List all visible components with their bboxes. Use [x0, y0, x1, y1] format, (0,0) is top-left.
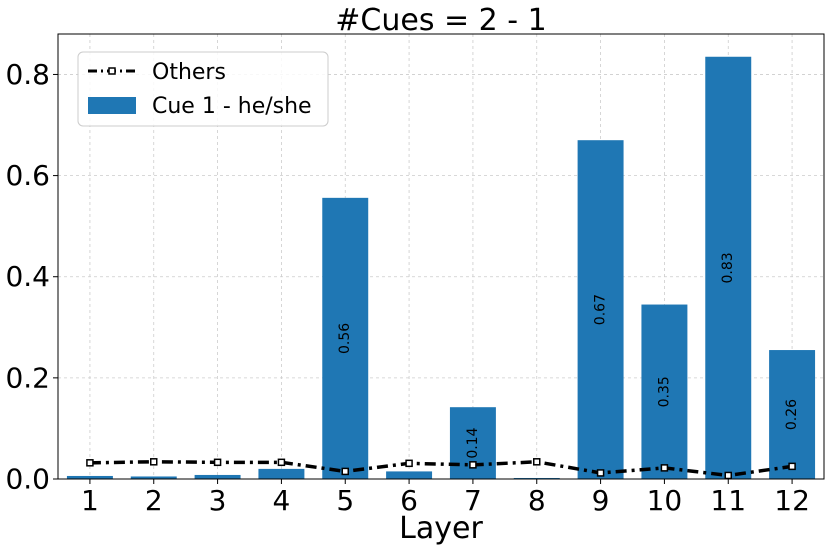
- bar-value-label: 0.35: [656, 376, 672, 407]
- data-labels: 0.56 0.14 0.67 0.35 0.83 0.26: [337, 252, 800, 458]
- others-marker: [405, 459, 413, 468]
- x-tick-label: 8: [528, 484, 546, 517]
- x-axis-label: Layer: [399, 511, 483, 546]
- x-tick-label: 2: [145, 484, 163, 517]
- bar: [769, 350, 816, 479]
- bar: [194, 474, 241, 479]
- y-tick-label: 0.4: [5, 260, 50, 293]
- others-marker: [277, 458, 286, 467]
- x-tick-label: 9: [592, 484, 610, 517]
- others-marker: [213, 458, 222, 467]
- others-marker: [341, 467, 349, 476]
- bar-value-label: 0.67: [593, 294, 609, 325]
- bars: [66, 56, 816, 480]
- bar: [66, 475, 113, 479]
- x-tick-label: 11: [710, 484, 746, 517]
- legend-box: [77, 51, 329, 127]
- others-line: [86, 458, 796, 480]
- bar: [322, 197, 369, 479]
- legend-cue-swatch: [88, 97, 136, 114]
- y-tick-label: 0.2: [5, 361, 50, 394]
- x-tick-label: 10: [647, 484, 683, 517]
- legend-others-label: Others: [152, 60, 226, 85]
- legend-cue-label: Cue 1 - he/she: [152, 94, 312, 119]
- bar-value-label: 0.14: [465, 427, 481, 458]
- x-tick-label: 1: [81, 484, 99, 517]
- x-tick-label: 7: [464, 484, 482, 517]
- others-marker: [660, 464, 669, 472]
- others-marker: [788, 462, 796, 471]
- y-tick-label: 0.8: [5, 58, 50, 91]
- others-marker: [86, 459, 94, 467]
- x-ticks: 1 2 3 4 5 6 7 8 9 10 11 12: [81, 479, 810, 517]
- x-tick-label: 3: [209, 484, 227, 517]
- bar: [258, 468, 305, 479]
- others-marker: [724, 471, 732, 480]
- others-marker: [469, 461, 477, 469]
- y-tick-label: 0.6: [5, 159, 50, 192]
- bar: [577, 140, 624, 479]
- bar-value-label: 0.83: [720, 252, 736, 283]
- x-tick-label: 4: [273, 484, 291, 517]
- y-tick-label: 0.0: [5, 463, 50, 496]
- others-marker: [596, 469, 605, 477]
- legend-others-marker: [108, 67, 116, 75]
- bar: [513, 477, 560, 479]
- others-line-path: [89, 460, 793, 478]
- others-marker: [533, 458, 541, 466]
- legend: Others Cue 1 - he/she: [77, 51, 329, 127]
- x-tick-label: 6: [400, 484, 418, 517]
- x-tick-label: 12: [774, 484, 810, 517]
- bar: [386, 471, 433, 479]
- x-tick-label: 5: [336, 484, 354, 517]
- bar: [705, 56, 752, 480]
- bar-value-label: 0.56: [337, 323, 353, 354]
- chart-title: #Cues = 2 - 1: [335, 3, 546, 38]
- others-marker: [150, 458, 158, 466]
- y-ticks: 0.0 0.2 0.4 0.6 0.8: [5, 58, 58, 496]
- bar-value-label: 0.26: [784, 399, 800, 430]
- bar: [130, 476, 177, 479]
- plot-frame: [57, 33, 825, 480]
- bar: [641, 304, 688, 479]
